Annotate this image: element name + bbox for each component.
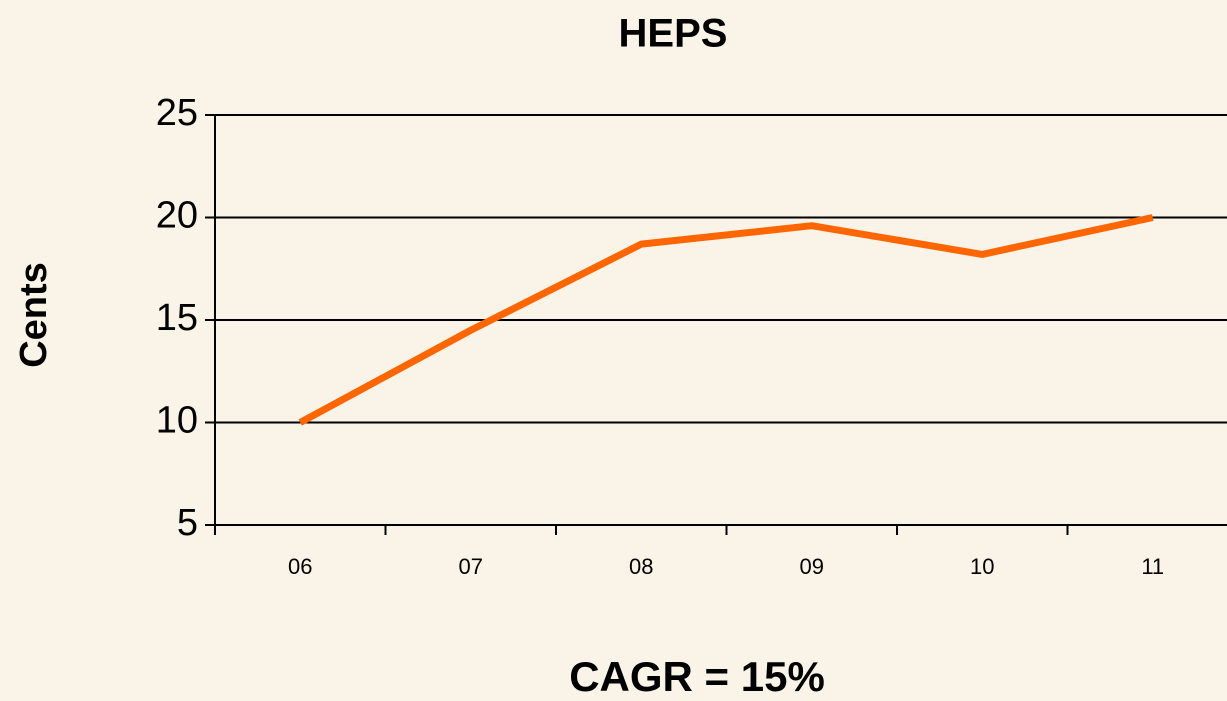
x-tick-label: 07 bbox=[459, 554, 483, 579]
x-tick-label: 08 bbox=[629, 554, 653, 579]
y-tick-label: 20 bbox=[156, 195, 198, 237]
data-line bbox=[298, 214, 1154, 426]
y-tick-label: 5 bbox=[177, 502, 198, 544]
annotation: CAGR = 15% bbox=[569, 653, 825, 700]
x-tick-label: 09 bbox=[800, 554, 824, 579]
y-tick-label: 15 bbox=[156, 297, 198, 339]
y-axis-label: Cents bbox=[13, 262, 55, 368]
y-tick-label: 25 bbox=[156, 92, 198, 134]
x-tick-label: 06 bbox=[288, 554, 312, 579]
chart-title: HEPS bbox=[619, 12, 728, 56]
x-tick-label: 10 bbox=[970, 554, 994, 579]
y-tick-label: 10 bbox=[156, 400, 198, 442]
x-tick-label: 11 bbox=[1141, 554, 1164, 579]
